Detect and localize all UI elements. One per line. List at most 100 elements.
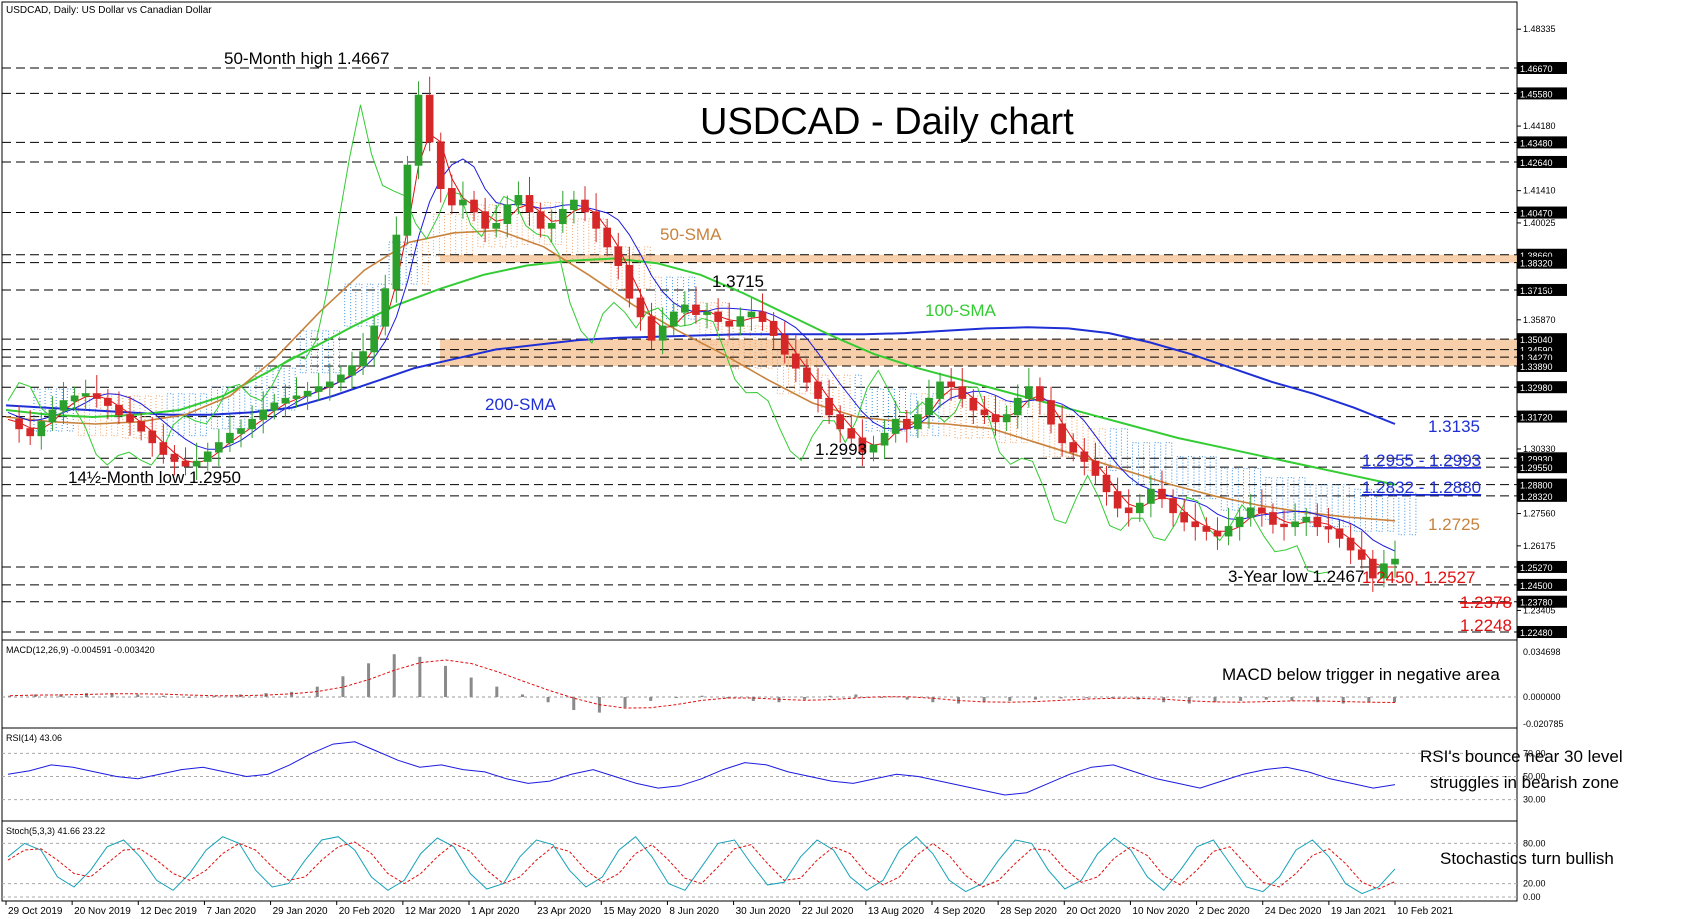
level-tag-text: 1.32980	[1520, 383, 1553, 393]
candle-body	[492, 223, 501, 229]
candle-body	[181, 460, 190, 467]
cloud-segment	[1398, 492, 1406, 536]
candle-body	[725, 320, 734, 327]
macd-bar	[161, 695, 165, 698]
macd-bar	[8, 695, 11, 698]
stochastics-panel: 80.00 20.00 0.00	[2, 835, 1546, 902]
macd-bar	[1239, 697, 1243, 701]
cloud-segment	[1143, 442, 1151, 486]
level-tag	[1517, 283, 1567, 296]
cloud-segment	[1254, 467, 1262, 511]
macd-tick-label: 0.034698	[1523, 647, 1561, 657]
cloud-segment	[1298, 477, 1306, 521]
candle-body	[270, 402, 279, 411]
candle-body	[325, 381, 334, 388]
candle-body	[991, 414, 1000, 423]
candle-body	[81, 393, 90, 397]
date-tick-label: 12 Dec 2019	[140, 906, 197, 917]
candle-body	[1324, 526, 1333, 530]
level-tag	[1517, 410, 1567, 423]
macd-bar	[880, 697, 884, 699]
candle-body	[414, 94, 423, 166]
level-tag	[1517, 359, 1567, 372]
macd-bar	[187, 697, 191, 699]
macd-bar	[546, 697, 550, 703]
macd-annotation: MACD below trigger in negative area	[1222, 665, 1500, 684]
cloud-segment	[1387, 488, 1395, 532]
label-1-2378: 1.2378	[1460, 593, 1512, 612]
candle-body	[1391, 558, 1399, 565]
cloud-segment	[588, 218, 596, 262]
candle-body	[858, 437, 867, 453]
cloud-segment	[55, 388, 63, 432]
cloud-segment	[721, 302, 729, 346]
symbol-header: USDCAD, Daily: US Dollar vs Canadian Dol…	[6, 5, 212, 16]
macd-bar	[726, 697, 730, 699]
candle-body	[15, 418, 23, 430]
date-tick-label: 28 Sep 2020	[1000, 906, 1057, 917]
cloud-segment	[344, 283, 352, 327]
candle-body	[880, 432, 889, 446]
cloud-segment	[876, 388, 884, 432]
candle-body	[736, 316, 745, 327]
date-tick-label: 10 Feb 2021	[1397, 906, 1454, 917]
cloud-segment	[854, 374, 862, 418]
level-tag-text: 1.28320	[1520, 492, 1553, 502]
sma100-line	[5, 257, 1396, 486]
candle-body	[1368, 558, 1377, 579]
candle-body	[891, 418, 900, 434]
candle-body	[969, 397, 978, 411]
cloud-segment	[144, 395, 152, 439]
rsi-legend: RSI(14) 43.06	[6, 733, 62, 743]
candle-body	[481, 211, 489, 229]
candle-body	[348, 365, 356, 376]
candle-body	[1158, 488, 1166, 500]
macd-bar	[392, 654, 396, 698]
candle-body	[226, 432, 234, 444]
level-tag-text: 1.29550	[1520, 463, 1553, 473]
cloud-segment	[921, 393, 929, 437]
level-tag-text: 1.29930	[1520, 454, 1553, 464]
cloud-segment	[255, 367, 263, 411]
price-tick-label: 1.26175	[1523, 541, 1556, 551]
candle-body	[558, 209, 567, 225]
cloud-segment	[1376, 488, 1384, 532]
cloud-segment	[1187, 456, 1195, 500]
candle-body	[1080, 451, 1089, 462]
date-axis: 29 Oct 2019 20 Nov 2019 12 Dec 2019 7 Jan 2…	[5, 901, 1454, 917]
rsi-tick-label: 70.00	[1523, 748, 1546, 758]
macd-bar	[1213, 697, 1217, 703]
price-tick-label: 1.35870	[1523, 315, 1556, 325]
candle-body	[536, 211, 545, 229]
cloud-segment	[1165, 442, 1173, 486]
candle-body	[1036, 386, 1044, 402]
cloud-segment	[1365, 488, 1373, 532]
macd-bar	[1316, 697, 1320, 703]
candle-body	[625, 264, 634, 299]
candle-body	[1357, 549, 1366, 560]
cloud-segment	[898, 388, 906, 432]
candle-body	[1335, 528, 1344, 539]
price-tick-label: 1.23405	[1523, 605, 1556, 615]
candle-body	[980, 409, 989, 416]
cloud-segment	[244, 386, 252, 430]
level-tag	[1517, 256, 1567, 269]
macd-bar	[136, 694, 140, 698]
price-tick-label: 1.41410	[1523, 186, 1556, 196]
cloud-segment	[222, 386, 230, 430]
cloud-segment	[488, 204, 496, 248]
candle-body	[1258, 507, 1266, 514]
candle-body	[1047, 400, 1055, 425]
candle-body	[714, 311, 722, 322]
candle-body	[170, 453, 179, 462]
candle-body	[392, 234, 401, 290]
level-tag-text: 1.42640	[1520, 158, 1553, 168]
level-tag	[1517, 595, 1567, 608]
date-tick-label: 22 Jul 2020	[802, 906, 854, 917]
macd-panel-frame	[1, 639, 1518, 729]
stoch-tick-label: 0.00	[1523, 892, 1541, 902]
cloud-segment	[1021, 400, 1029, 444]
price-axis: 1.48335 1.44180 1.41410 1.40025 1.37255 1.358…	[1517, 24, 1556, 615]
cloud-segment	[654, 276, 662, 320]
